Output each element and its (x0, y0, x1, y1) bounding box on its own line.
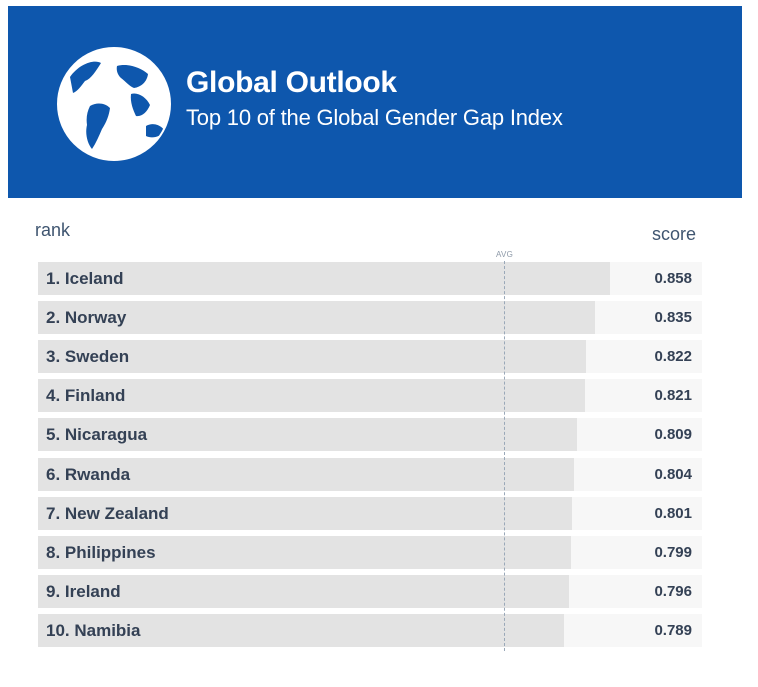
score-value: 0.801 (654, 504, 692, 522)
score-value: 0.809 (654, 426, 692, 444)
country-rank-label: 4. Finland (46, 386, 126, 406)
header-banner: Global Outlook Top 10 of the Global Gend… (8, 6, 742, 198)
score-value: 0.821 (654, 387, 692, 405)
score-bar (38, 418, 578, 452)
average-line (504, 261, 505, 651)
table-row: 9. Ireland 0.796 (38, 574, 702, 608)
globe-icon (57, 47, 171, 161)
table-row: 2. Norway 0.835 (38, 301, 702, 335)
score-bar (38, 496, 572, 530)
score-bar (38, 262, 610, 295)
country-rank-label: 9. Ireland (46, 581, 121, 601)
score-bar (38, 379, 586, 413)
table-row: 6. Rwanda 0.804 (38, 457, 702, 491)
table-row: 8. Philippines 0.799 (38, 535, 702, 569)
country-rank-label: 3. Sweden (46, 347, 130, 367)
average-label: AVG (496, 250, 514, 259)
rank-column-label: rank (35, 220, 71, 240)
country-rank-label: 6. Rwanda (46, 464, 131, 484)
country-rank-label: 7. New Zealand (46, 503, 169, 523)
country-rank-label: 8. Philippines (46, 542, 156, 562)
country-rank-label: 10. Namibia (46, 620, 141, 640)
table-row: 5. Nicaragua 0.809 (38, 418, 702, 452)
country-rank-label: 5. Nicaragua (46, 425, 148, 445)
score-value: 0.804 (654, 465, 692, 483)
score-bar (38, 535, 571, 569)
score-value: 0.799 (654, 543, 692, 561)
table-row: 7. New Zealand 0.801 (38, 496, 702, 530)
page-title: Global Outlook (186, 66, 397, 99)
country-rank-label: 1. Iceland (46, 269, 124, 288)
score-column-label: score (652, 224, 697, 244)
country-rank-label: 2. Norway (46, 308, 127, 328)
table-row: 1. Iceland 0.858 (38, 262, 702, 295)
score-bar (38, 457, 574, 491)
score-value: 0.796 (654, 582, 692, 600)
table-row: 3. Sweden 0.822 (38, 340, 702, 374)
table-row: 4. Finland 0.821 (38, 379, 702, 413)
score-value: 0.789 (654, 621, 692, 639)
score-value: 0.858 (654, 270, 692, 287)
table-row: 10. Namibia 0.789 (38, 613, 702, 647)
ranking-table: 1. Iceland 0.858 2. Norway 0.835 3. Sweden 0.… (38, 262, 702, 654)
score-bar (38, 613, 564, 647)
score-bar (38, 340, 586, 374)
page-subtitle: Top 10 of the Global Gender Gap Index (186, 105, 563, 130)
score-bar (38, 574, 569, 608)
score-bar (38, 301, 595, 335)
score-value: 0.822 (654, 348, 692, 366)
score-value: 0.835 (654, 309, 692, 327)
